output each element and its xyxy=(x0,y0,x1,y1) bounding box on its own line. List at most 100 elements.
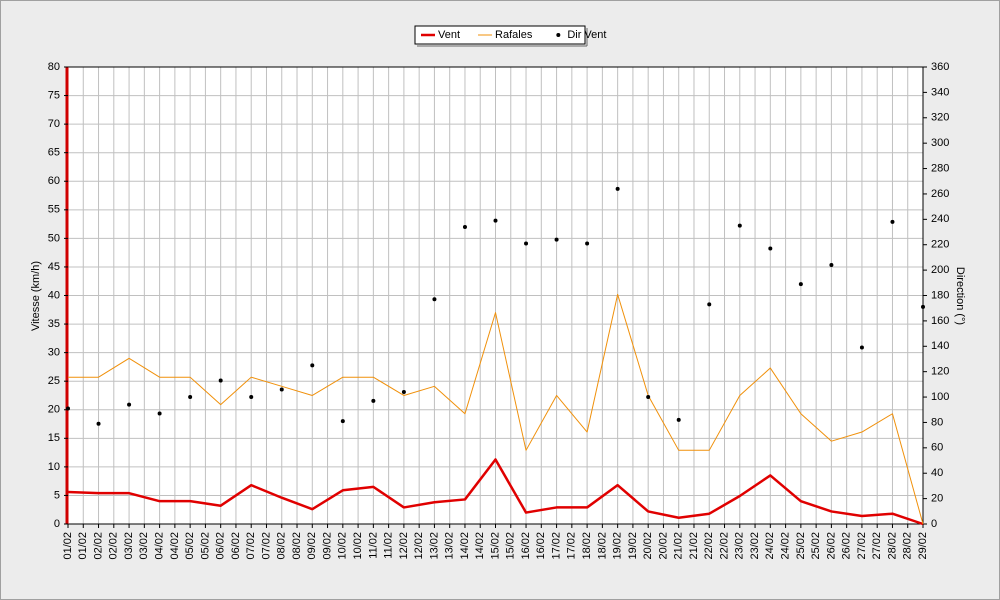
x-tick-label: 18/02 xyxy=(581,532,593,560)
point xyxy=(798,282,803,287)
point xyxy=(96,421,101,426)
y2-tick-label: 340 xyxy=(931,86,949,98)
x-tick-label: 27/02 xyxy=(871,532,883,560)
y-tick-label: 25 xyxy=(48,375,60,387)
x-tick-label: 17/02 xyxy=(550,532,562,560)
x-tick-label: 22/02 xyxy=(718,532,730,560)
x-tick-label: 06/02 xyxy=(215,532,227,560)
x-tick-label: 11/02 xyxy=(367,532,379,559)
point xyxy=(401,389,406,394)
legend-label: Rafales xyxy=(495,29,533,41)
x-tick-label: 03/02 xyxy=(138,532,150,560)
x-tick-label: 05/02 xyxy=(184,532,196,560)
y-tick-label: 0 xyxy=(54,518,60,530)
x-tick-label: 19/02 xyxy=(627,532,639,560)
y2-axis-label: Direction (°) xyxy=(954,267,966,325)
x-tick-label: 07/02 xyxy=(245,532,257,560)
x-tick-label: 01/02 xyxy=(77,532,89,560)
x-tick-label: 11/02 xyxy=(383,532,395,559)
y-tick-label: 50 xyxy=(48,232,60,244)
x-tick-label: 27/02 xyxy=(856,532,868,560)
point xyxy=(615,186,620,191)
y2-tick-label: 200 xyxy=(931,264,949,276)
point xyxy=(432,297,437,302)
y2-tick-label: 300 xyxy=(931,137,949,149)
x-tick-label: 25/02 xyxy=(810,532,822,560)
x-tick-label: 17/02 xyxy=(566,532,578,560)
point xyxy=(279,387,284,392)
y-tick-label: 65 xyxy=(48,147,60,159)
x-tick-label: 09/02 xyxy=(321,532,333,560)
x-tick-label: 02/02 xyxy=(108,532,120,560)
point xyxy=(768,246,773,251)
x-tick-label: 13/02 xyxy=(428,532,440,560)
point xyxy=(676,417,681,422)
y2-tick-label: 120 xyxy=(931,366,949,378)
point xyxy=(462,224,467,229)
x-tick-label: 08/02 xyxy=(276,532,288,560)
x-tick-label: 13/02 xyxy=(444,532,456,560)
point xyxy=(157,411,162,416)
y2-tick-label: 20 xyxy=(931,493,943,505)
x-tick-label: 04/02 xyxy=(154,532,166,560)
y2-tick-label: 360 xyxy=(931,61,949,73)
point xyxy=(188,395,193,400)
point xyxy=(340,419,345,424)
x-tick-label: 25/02 xyxy=(795,532,807,560)
x-tick-label: 08/02 xyxy=(291,532,303,560)
x-tick-label: 22/02 xyxy=(703,532,715,560)
x-tick-label: 14/02 xyxy=(459,532,471,560)
point xyxy=(707,302,712,307)
point xyxy=(493,218,498,223)
x-tick-label: 06/02 xyxy=(230,532,242,560)
x-tick-label: 21/02 xyxy=(688,532,700,560)
point xyxy=(310,363,315,368)
x-tick-label: 26/02 xyxy=(825,532,837,560)
x-tick-label: 21/02 xyxy=(673,532,685,560)
line-series xyxy=(68,293,924,525)
x-tick-label: 24/02 xyxy=(779,532,791,560)
x-tick-label: 29/02 xyxy=(917,532,929,560)
point xyxy=(585,241,590,246)
point xyxy=(859,345,864,350)
x-tick-label: 04/02 xyxy=(169,532,181,560)
y-tick-label: 30 xyxy=(48,347,60,359)
y-tick-label: 75 xyxy=(48,89,60,101)
x-tick-label: 16/02 xyxy=(520,532,532,560)
y-tick-label: 5 xyxy=(54,489,60,501)
y-tick-label: 35 xyxy=(48,318,60,330)
point xyxy=(249,395,254,400)
y-tick-label: 80 xyxy=(48,61,60,73)
y-tick-label: 45 xyxy=(48,261,60,273)
x-tick-label: 10/02 xyxy=(352,532,364,560)
y-tick-label: 10 xyxy=(48,461,60,473)
y2-tick-label: 320 xyxy=(931,112,949,124)
x-tick-label: 12/02 xyxy=(398,532,410,560)
y-tick-label: 20 xyxy=(48,404,60,416)
y2-tick-label: 260 xyxy=(931,188,949,200)
y-tick-label: 60 xyxy=(48,175,60,187)
line-series xyxy=(67,458,924,526)
x-tick-label: 26/02 xyxy=(841,532,853,560)
x-tick-label: 07/02 xyxy=(260,532,272,560)
x-tick-label: 09/02 xyxy=(306,532,318,560)
x-tick-label: 20/02 xyxy=(657,532,669,560)
x-tick-label: 02/02 xyxy=(92,532,104,560)
x-tick-label: 03/02 xyxy=(123,532,135,560)
x-tick-label: 28/02 xyxy=(902,532,914,560)
y2-tick-label: 140 xyxy=(931,340,949,352)
legend-label: Vent xyxy=(438,29,460,41)
y2-tick-label: 160 xyxy=(931,315,949,327)
y-tick-label: 55 xyxy=(48,204,60,216)
y-tick-label: 40 xyxy=(48,289,60,301)
point xyxy=(737,223,742,228)
x-tick-label: 05/02 xyxy=(199,532,211,560)
x-tick-label: 10/02 xyxy=(337,532,349,560)
x-tick-label: 23/02 xyxy=(734,532,746,560)
point xyxy=(921,304,925,309)
x-tick-label: 14/02 xyxy=(474,532,486,560)
x-tick-label: 24/02 xyxy=(764,532,776,560)
point xyxy=(829,263,834,268)
x-tick-label: 15/02 xyxy=(505,532,517,560)
